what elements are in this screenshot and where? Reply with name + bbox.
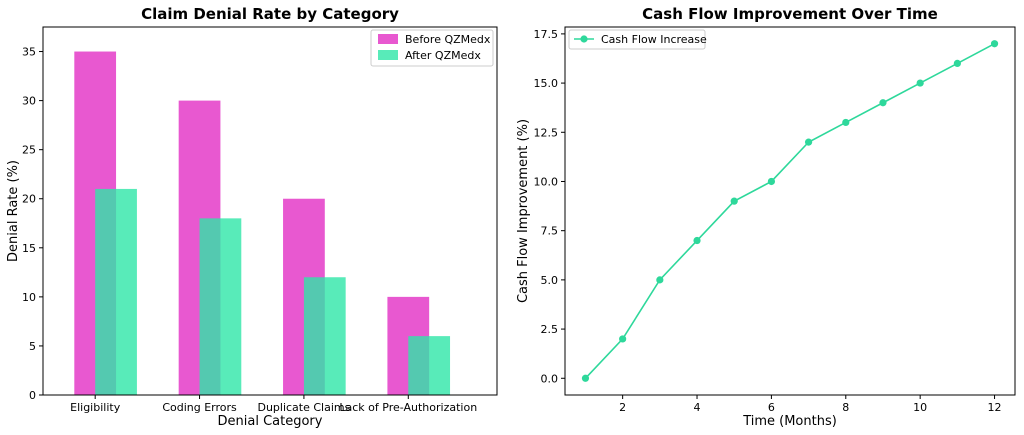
x-tick-label: 10 — [913, 401, 927, 414]
line-chart-series — [581, 40, 999, 382]
line-chart-x-ticks: 2 4 6 8 10 12 — [619, 395, 1002, 414]
line-chart-legend-box — [568, 29, 706, 50]
bar-after-0 — [95, 188, 137, 395]
bar-chart-legend: Before QZMedx After QZMedx — [370, 29, 494, 67]
cash-flow-point — [953, 59, 961, 68]
y-tick-label: 10 — [22, 291, 36, 304]
line-chart-title: Cash Flow Improvement Over Time — [642, 5, 938, 23]
cash-flow-point — [767, 177, 776, 186]
cash-flow-point — [879, 99, 887, 107]
cash-flow-point — [581, 374, 590, 382]
legend-swatch-before — [378, 34, 398, 44]
line-chart-legend: Cash Flow Increase — [568, 29, 707, 50]
bar-after-3 — [408, 336, 451, 395]
bar-chart-bars — [74, 51, 451, 396]
line-chart-y-axis-label: Cash Flow Improvement (%) — [516, 119, 531, 303]
y-tick-label: 15.0 — [534, 77, 559, 90]
y-tick-label: 5.0 — [541, 274, 559, 287]
bar-after-2 — [303, 277, 346, 395]
bar-chart-y-ticks: 0 5 10 15 20 25 30 35 — [22, 46, 43, 402]
y-tick-label: 7.5 — [541, 225, 559, 238]
line-chart-y-ticks: 0.0 2.5 5.0 7.5 10.0 12.5 15.0 17.5 — [534, 28, 565, 385]
y-tick-label: 25 — [22, 144, 36, 157]
y-tick-label: 20 — [22, 193, 36, 206]
bar-after-1 — [199, 218, 242, 395]
x-tick-label: Coding Errors — [162, 401, 237, 414]
line-chart-frame — [564, 26, 1016, 396]
bar-chart-y-axis-label: Denial Rate (%) — [6, 160, 21, 262]
legend-marker-cash-flow — [580, 35, 588, 43]
y-tick-label: 12.5 — [534, 126, 559, 139]
bar-chart-title: Claim Denial Rate by Category — [141, 5, 399, 23]
x-tick-label: 2 — [619, 401, 626, 414]
cash-flow-point — [842, 118, 850, 127]
y-tick-label: 5 — [29, 340, 36, 353]
y-tick-label: 0 — [29, 389, 36, 402]
x-tick-label: Lack of Pre-Authorization — [339, 401, 477, 414]
x-tick-label: Eligibility — [70, 401, 121, 414]
y-tick-label: 30 — [22, 95, 36, 108]
cash-flow-point — [730, 197, 738, 205]
cash-flow-line — [584, 43, 995, 379]
y-tick-label: 10.0 — [534, 175, 559, 188]
x-tick-label: 12 — [988, 401, 1002, 414]
bar-chart-legend-box — [370, 29, 494, 67]
line-chart: Cash Flow Improvement Over Time 0.0 2.5 5.… — [516, 5, 1016, 429]
y-tick-label: 0.0 — [541, 372, 559, 385]
cash-flow-point — [693, 236, 701, 245]
bar-chart-frame — [42, 26, 498, 396]
y-tick-label: 35 — [22, 46, 36, 59]
cash-flow-point — [916, 79, 924, 87]
line-chart-x-axis-label: Time (Months) — [742, 414, 837, 429]
x-tick-label: Duplicate Claims — [257, 401, 350, 414]
x-tick-label: 6 — [768, 401, 775, 414]
y-tick-label: 2.5 — [541, 323, 559, 336]
bar-chart-x-axis-label: Denial Category — [218, 414, 323, 429]
y-tick-label: 17.5 — [534, 28, 559, 41]
x-tick-label: 8 — [842, 401, 849, 414]
bar-chart-x-ticks: Eligibility Coding Errors Duplicate Claims… — [70, 395, 477, 414]
bar-chart: Claim Denial Rate by Category 0 5 10 15 20 25… — [6, 5, 498, 429]
legend-label-before: Before QZMedx — [405, 33, 491, 46]
cash-flow-point — [804, 138, 813, 146]
y-tick-label: 15 — [22, 242, 36, 255]
cash-flow-point — [619, 335, 627, 343]
x-tick-label: 4 — [694, 401, 701, 414]
legend-label-after: After QZMedx — [405, 49, 481, 62]
legend-label-cash-flow: Cash Flow Increase — [601, 33, 707, 46]
cash-flow-point — [656, 276, 664, 284]
cash-flow-point — [990, 40, 999, 48]
legend-swatch-after — [378, 50, 398, 60]
